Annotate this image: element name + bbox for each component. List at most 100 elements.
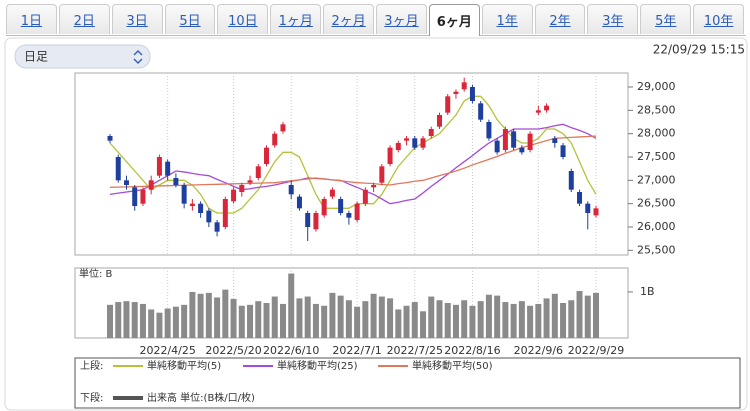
candle-body — [395, 143, 401, 150]
candle-body — [420, 138, 426, 148]
candle-body — [494, 140, 500, 153]
legend-label: 単純移動平均(25) — [277, 359, 358, 372]
y-tick-label: 28,500 — [637, 103, 676, 116]
candle-body — [288, 185, 294, 195]
volume-bar — [593, 292, 599, 338]
candle-body — [544, 105, 550, 111]
period-tab[interactable]: 6ヶ月 — [428, 4, 480, 36]
moving-average-line — [109, 123, 597, 205]
y-tick-label: 25,500 — [637, 243, 676, 256]
volume-bar — [543, 298, 550, 338]
period-tab[interactable]: 2年 — [534, 4, 586, 34]
candle-body — [577, 192, 583, 204]
candle-body — [453, 91, 459, 94]
period-tab[interactable]: 10年 — [693, 4, 745, 34]
volume-bar — [568, 300, 575, 338]
candle-body — [469, 87, 475, 101]
candle-body — [362, 189, 368, 204]
y-tick-label: 29,000 — [637, 80, 676, 93]
period-tab[interactable]: 1日 — [6, 4, 57, 34]
period-select-label: 日足 — [24, 50, 48, 64]
volume-bar — [452, 304, 459, 338]
period-tab[interactable]: 3日 — [111, 4, 163, 34]
volume-bar — [337, 295, 344, 338]
candle-body — [436, 115, 442, 127]
period-tab[interactable]: 5年 — [640, 4, 692, 34]
y-tick-label: 26,500 — [637, 197, 676, 210]
candle-body — [535, 110, 541, 113]
volume-bar — [312, 303, 319, 338]
panel-frame — [4, 37, 748, 411]
legend-label: 単純移動平均(5) — [147, 359, 221, 372]
volume-bar — [420, 311, 427, 338]
period-tab[interactable]: 1ヶ月 — [270, 4, 322, 34]
volume-bar — [518, 301, 525, 338]
candle-body — [206, 210, 212, 223]
candle-body — [346, 213, 352, 218]
candle-body — [107, 136, 113, 141]
volume-bar — [181, 304, 188, 338]
legend-upper-label: 上段: — [80, 359, 103, 372]
volume-bar — [189, 291, 196, 338]
period-tab[interactable]: 5日 — [164, 4, 216, 34]
candle-body — [140, 189, 146, 204]
volume-bar — [378, 296, 385, 338]
volume-bar — [428, 296, 435, 338]
period-tab[interactable]: 3年 — [587, 4, 639, 34]
candle-body — [585, 203, 591, 213]
candle-body — [461, 82, 467, 90]
period-tab[interactable]: 2ヶ月 — [323, 4, 375, 34]
candle-body — [247, 180, 253, 183]
volume-bar — [535, 303, 542, 338]
candle-body — [379, 166, 385, 183]
candle-body — [354, 203, 360, 220]
candle-body — [329, 189, 335, 197]
period-tab[interactable]: 1年 — [481, 4, 533, 34]
volume-bar — [510, 303, 517, 338]
candle-body — [173, 178, 179, 185]
period-tab[interactable]: 10日 — [217, 4, 269, 34]
candle-body — [593, 208, 599, 216]
volume-unit: 単位: B — [79, 267, 113, 280]
candle-body — [296, 196, 302, 209]
volume-bar — [247, 304, 254, 338]
candle-body — [222, 199, 228, 227]
volume-bar — [205, 292, 212, 338]
legend-label: 出来高 単位:(B株/口/枚) — [147, 391, 255, 404]
x-tick-label: 2022/5/20 — [205, 344, 261, 357]
volume-bar — [494, 295, 501, 338]
candle-body — [123, 180, 129, 185]
period-select[interactable] — [14, 44, 151, 69]
legend-lower-label: 下段: — [80, 391, 103, 404]
volume-bar — [271, 296, 278, 338]
candle-body — [445, 96, 451, 113]
x-tick-label: 2022/9/29 — [568, 344, 624, 357]
volume-tick-label: 1B — [640, 285, 655, 298]
volume-bar — [131, 302, 138, 338]
volume-bar — [502, 302, 509, 338]
period-tab[interactable]: 3ヶ月 — [376, 4, 427, 34]
candle-body — [132, 187, 138, 206]
x-tick-label: 2022/7/1 — [332, 344, 381, 357]
volume-bar — [321, 305, 328, 338]
volume-bar — [296, 298, 303, 338]
candle-body — [181, 185, 187, 204]
period-tab[interactable]: 2日 — [58, 4, 110, 34]
candle-body — [338, 199, 344, 213]
candle-body — [165, 161, 171, 176]
volume-bar — [238, 305, 245, 338]
volume-bar — [370, 293, 377, 338]
y-tick-label: 26,000 — [637, 220, 676, 233]
volume-bar — [288, 273, 295, 338]
volume-bar — [576, 291, 583, 338]
x-tick-label: 2022/8/16 — [444, 344, 500, 357]
volume-bar — [469, 305, 476, 338]
candle-body — [272, 133, 278, 146]
candle-body — [428, 129, 434, 136]
volume-bar — [115, 302, 122, 338]
volume-bar — [222, 289, 229, 338]
volume-bar — [354, 306, 361, 338]
